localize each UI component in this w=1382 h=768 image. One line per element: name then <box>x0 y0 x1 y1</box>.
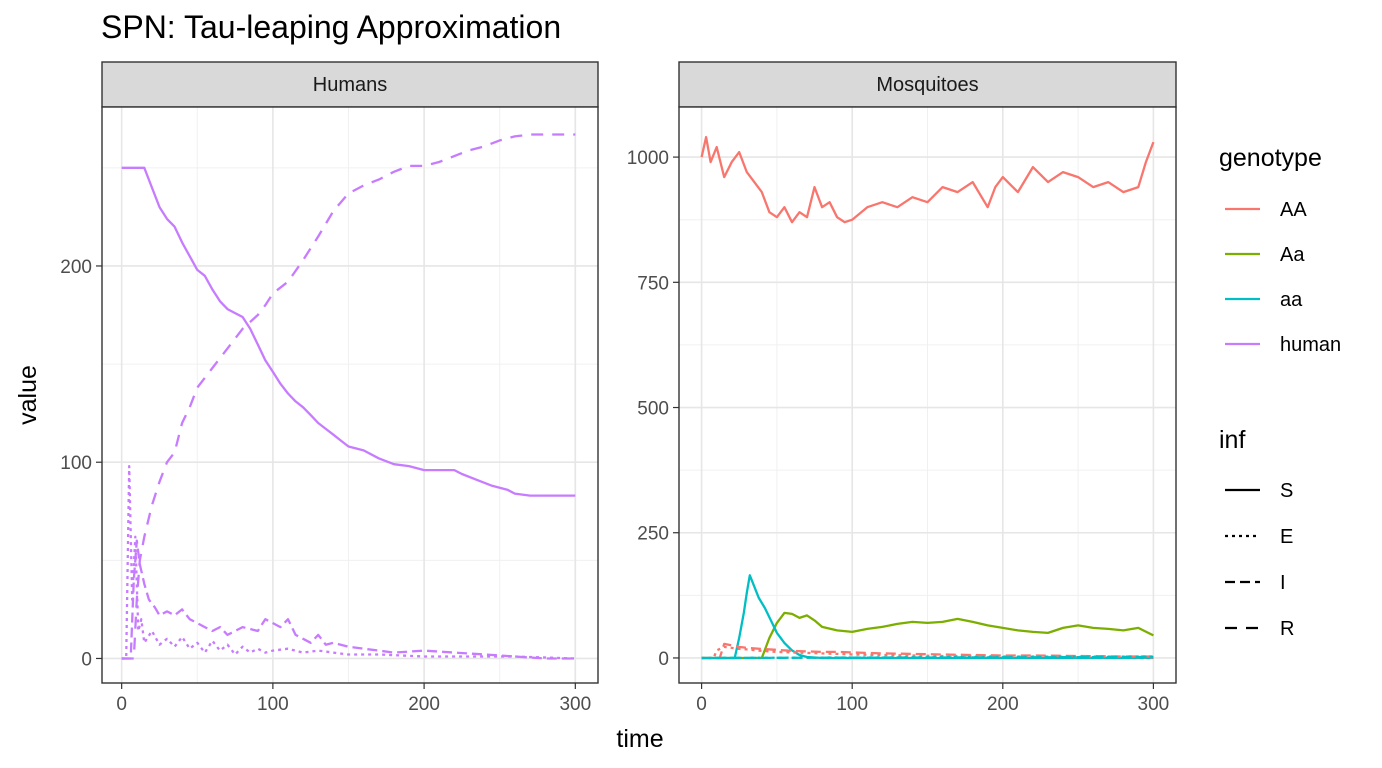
series-line-humans-human-s <box>121 166 576 497</box>
legend-label-aa: Aa <box>1280 244 1305 266</box>
x-tick-label: 0 <box>696 694 707 715</box>
strip-label-humans: Humans <box>313 74 387 96</box>
x-tick-label: 300 <box>559 694 591 715</box>
panel-border <box>101 106 599 684</box>
legend-genotype-title: genotype <box>1219 144 1322 172</box>
legend-genotype: genotype AA Aa aa human <box>1219 144 1341 356</box>
strip-humans <box>101 61 599 108</box>
series-line-humans-human-i <box>121 539 576 660</box>
plot-area-humans <box>102 107 598 683</box>
x-tick-label: 100 <box>257 694 289 715</box>
x-tick-label: 200 <box>987 694 1019 715</box>
y-tick-label: 100 <box>60 453 92 474</box>
series-line-mosquitoes-aa-s <box>701 611 1154 660</box>
strip-mosquitoes <box>678 61 1177 108</box>
panel-border <box>678 106 1177 684</box>
series-line-mosquitoes-aa-i <box>701 642 1154 660</box>
x-tick-label: 200 <box>408 694 440 715</box>
legend-label-r: R <box>1280 618 1294 640</box>
y-tick-label: 1000 <box>627 148 669 169</box>
y-tick-label: 750 <box>637 273 669 294</box>
x-axis-title: time <box>616 725 663 753</box>
x-tick-label: 100 <box>836 694 868 715</box>
legend-label-i: I <box>1280 572 1286 594</box>
series-line-mosquitoes-aa-s <box>701 574 1154 660</box>
y-tick-label: 250 <box>637 524 669 545</box>
legend-label-aa: AA <box>1280 199 1307 221</box>
y-tick-label: 200 <box>60 257 92 278</box>
y-axis-title: value <box>14 365 42 425</box>
x-tick-label: 0 <box>116 694 127 715</box>
panel-mosquitoes: Mosquitoes 0 100 200 300 0 250 500 750 1000 <box>627 61 1177 715</box>
x-tick-label: 300 <box>1138 694 1170 715</box>
legend-label-aa: aa <box>1280 289 1303 311</box>
strip-label-mosquitoes: Mosquitoes <box>876 74 978 96</box>
y-tick-label: 0 <box>658 649 669 670</box>
legend-inf-title: inf <box>1219 426 1245 454</box>
series-line-mosquitoes-aa-i <box>701 655 1154 660</box>
legend-inf: inf S E I R <box>1219 426 1294 640</box>
legend-label-s: S <box>1280 480 1293 502</box>
y-tick-label: 500 <box>637 399 669 420</box>
chart-title: SPN: Tau-leaping Approximation <box>101 9 561 45</box>
legend-label-e: E <box>1280 526 1293 548</box>
series-line-humans-human-r <box>121 133 576 660</box>
y-tick-label: 0 <box>81 649 92 670</box>
panel-humans: Humans 0 100 200 300 0 100 200 <box>60 61 599 715</box>
series-line-mosquitoes-aa-s <box>700 135 1155 224</box>
legend-label-human: human <box>1280 334 1341 356</box>
